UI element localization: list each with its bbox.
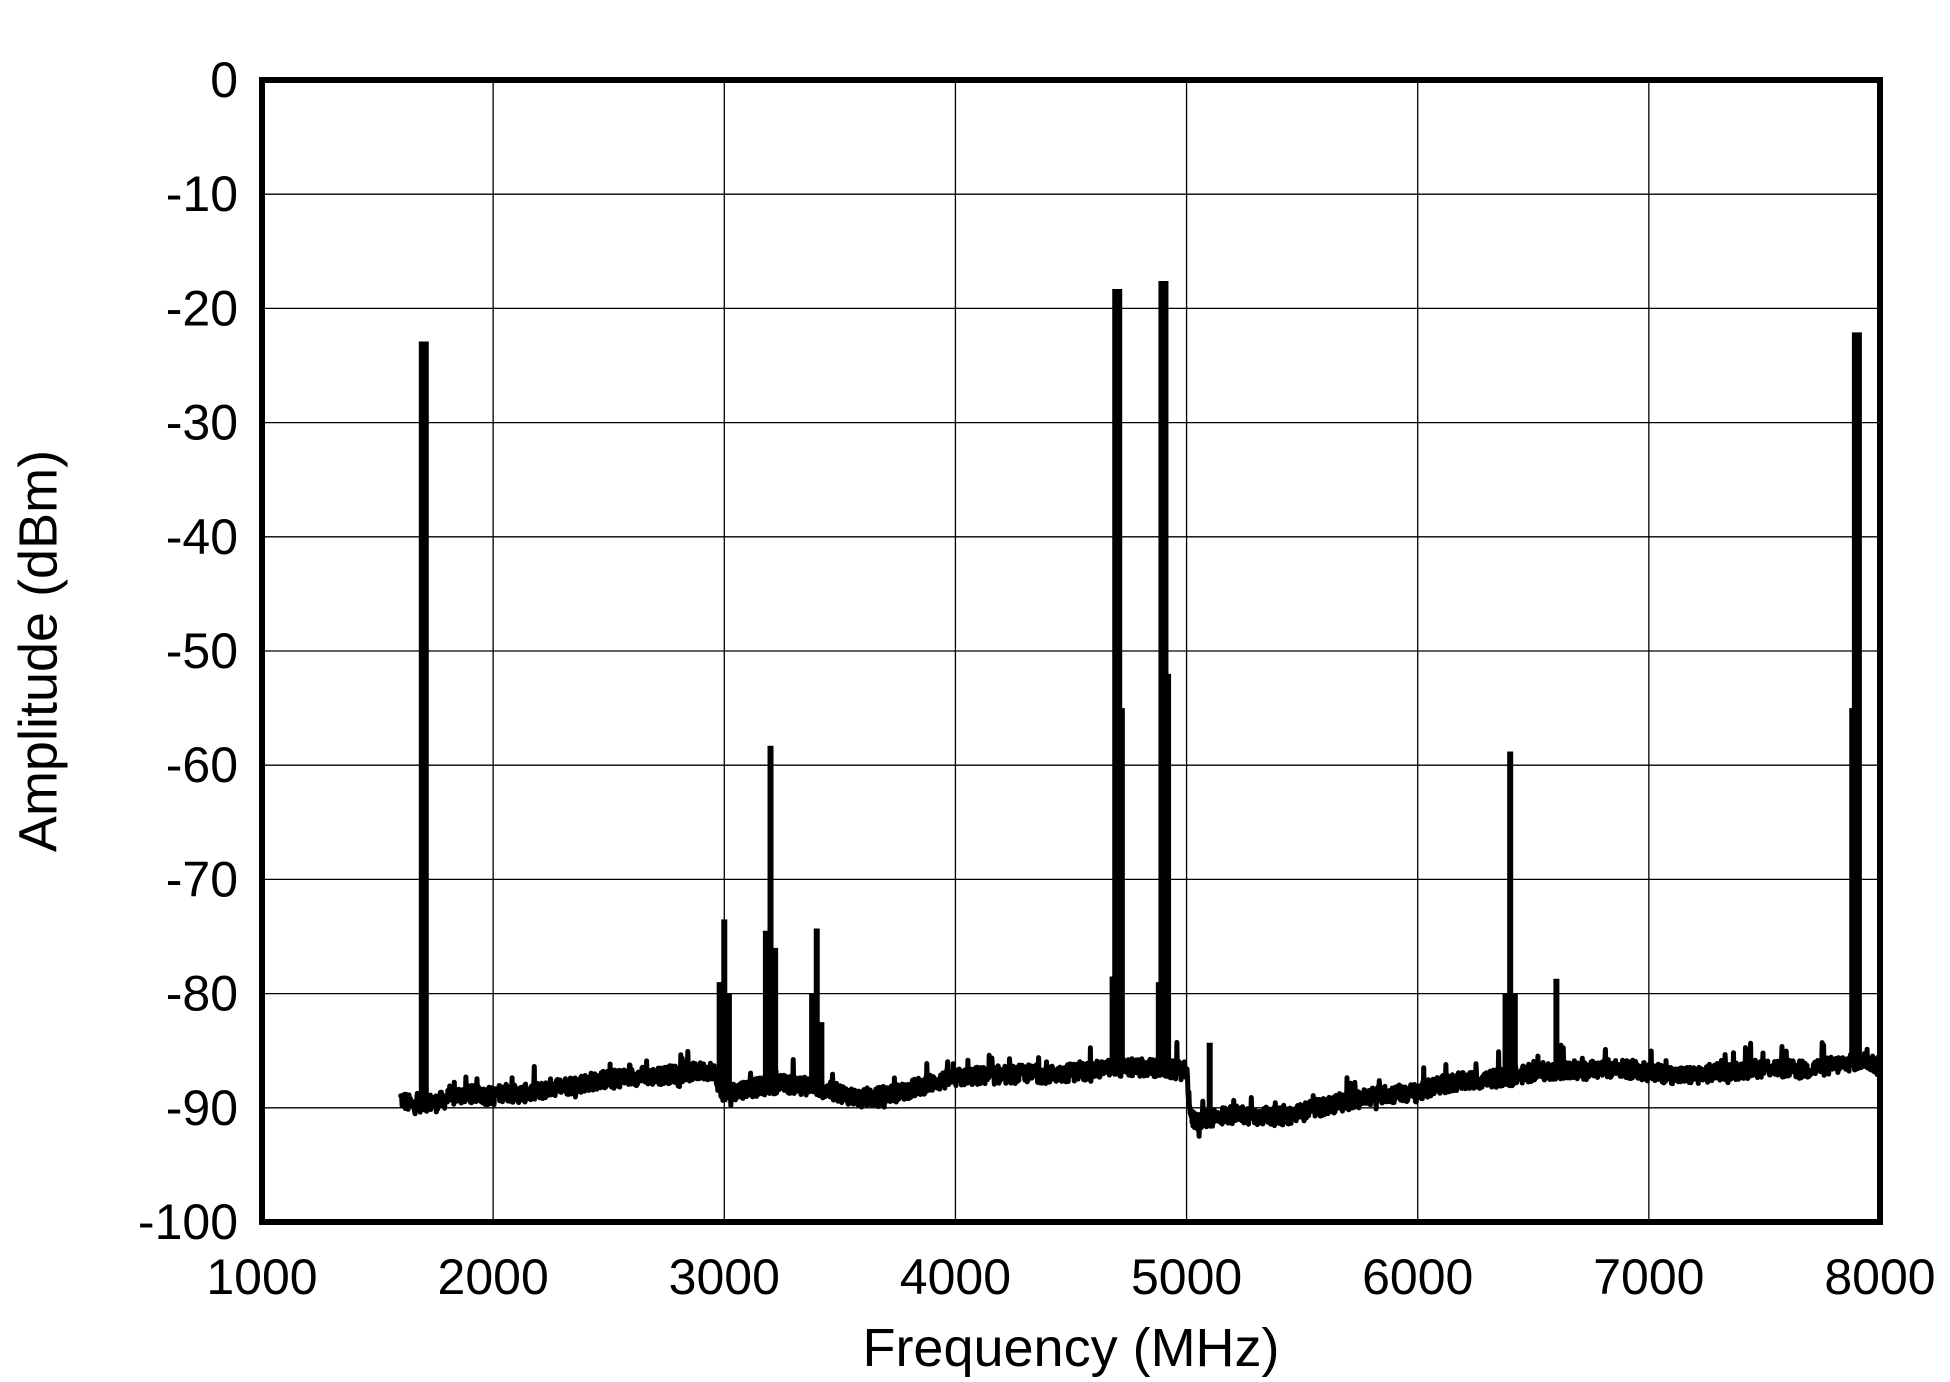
y-tick-label: 0: [210, 52, 238, 108]
y-tick-label: -100: [138, 1194, 238, 1250]
y-tick-labels: 0 -10 -20 -30 -40 -50 -60 -70 -80 -90 -100: [138, 52, 238, 1250]
grid: [262, 80, 1880, 1222]
x-tick-label: 1000: [206, 1249, 317, 1305]
y-tick-label: -50: [166, 623, 238, 679]
y-tick-label: -30: [166, 395, 238, 451]
y-tick-label: -10: [166, 166, 238, 222]
x-tick-labels: 1000 2000 3000 4000 5000 6000 7000 8000: [206, 1249, 1935, 1305]
x-axis-title: Frequency (MHz): [862, 1318, 1279, 1378]
y-tick-label: -80: [166, 966, 238, 1022]
noise-floor-trace: [398, 1039, 1883, 1139]
x-tick-label: 4000: [900, 1249, 1011, 1305]
data-layer: [398, 280, 1883, 1139]
y-tick-label: -20: [166, 280, 238, 336]
plot-frame: [259, 77, 1883, 1225]
y-tick-label: -70: [166, 851, 238, 907]
y-tick-label: -90: [166, 1080, 238, 1136]
x-tick-label: 3000: [669, 1249, 780, 1305]
x-tick-label: 2000: [438, 1249, 549, 1305]
y-tick-label: -60: [166, 737, 238, 793]
x-tick-label: 7000: [1593, 1249, 1704, 1305]
y-tick-label: -40: [166, 509, 238, 565]
y-axis-title: Amplitude (dBm): [8, 450, 68, 852]
x-tick-label: 5000: [1131, 1249, 1242, 1305]
x-tick-label: 6000: [1362, 1249, 1473, 1305]
x-tick-label: 8000: [1824, 1249, 1935, 1305]
